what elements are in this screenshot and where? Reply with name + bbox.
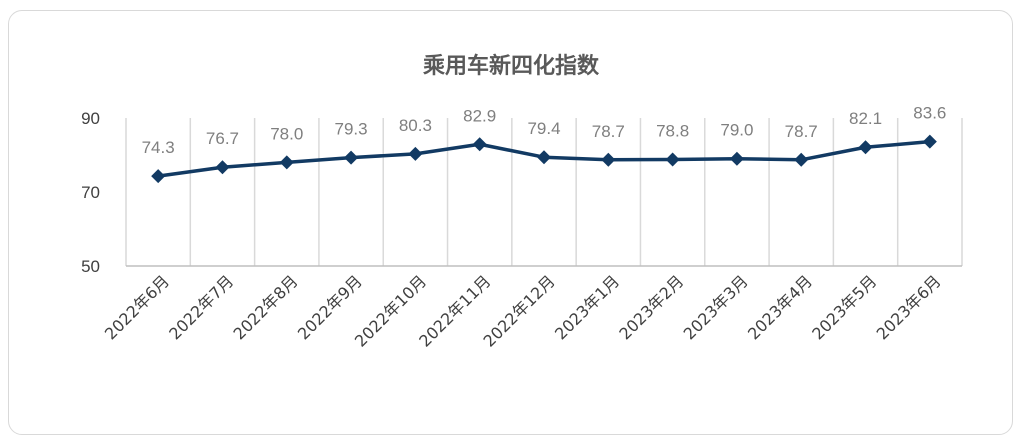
data-label: 82.1 (849, 109, 882, 128)
data-point (215, 160, 230, 175)
data-point (279, 155, 294, 170)
data-label: 79.0 (720, 121, 753, 140)
data-point (858, 140, 873, 155)
x-tick-label: 2022年7月 (165, 271, 237, 343)
data-point (151, 169, 166, 184)
x-tick-label: 2023年3月 (680, 271, 752, 343)
x-tick-label: 2023年6月 (873, 271, 945, 343)
data-point (601, 152, 616, 167)
x-tick-label: 2023年1月 (551, 271, 623, 343)
data-label: 78.0 (270, 124, 303, 143)
data-point (665, 152, 680, 167)
data-point (537, 150, 551, 165)
data-label: 79.3 (335, 120, 368, 139)
y-tick-label: 50 (81, 257, 100, 276)
data-label: 78.8 (656, 121, 689, 140)
x-tick-label: 2023年4月 (744, 271, 816, 343)
data-label: 76.7 (206, 129, 239, 148)
gridlines (125, 118, 963, 266)
data-label: 79.4 (527, 119, 560, 138)
x-tick-label: 2023年5月 (808, 271, 880, 343)
chart-frame (8, 10, 1013, 435)
data-point (408, 146, 423, 161)
data-label: 82.9 (463, 106, 496, 125)
data-label: 74.3 (142, 138, 175, 157)
x-tick-label: 2022年8月 (230, 271, 302, 343)
x-tick-label: 2023年2月 (615, 271, 687, 343)
y-tick-label: 90 (81, 109, 100, 128)
data-point (729, 151, 744, 166)
data-point (344, 150, 359, 165)
data-point (472, 137, 487, 152)
data-label: 80.3 (399, 116, 432, 135)
data-label: 78.7 (785, 122, 818, 141)
data-label: 78.7 (592, 122, 625, 141)
y-tick-label: 70 (81, 183, 100, 202)
chart-title: 乘用车新四化指数 (422, 53, 600, 79)
series-layer (151, 134, 937, 184)
data-labels: 74.3 76.7 78.0 79.3 80.3 82.9 79.4 78.7 78.8 79.0… (142, 104, 947, 157)
data-label: 83.6 (913, 104, 946, 123)
data-point (922, 134, 937, 149)
x-tick-label: 2022年6月 (101, 271, 173, 343)
data-point (794, 152, 809, 167)
